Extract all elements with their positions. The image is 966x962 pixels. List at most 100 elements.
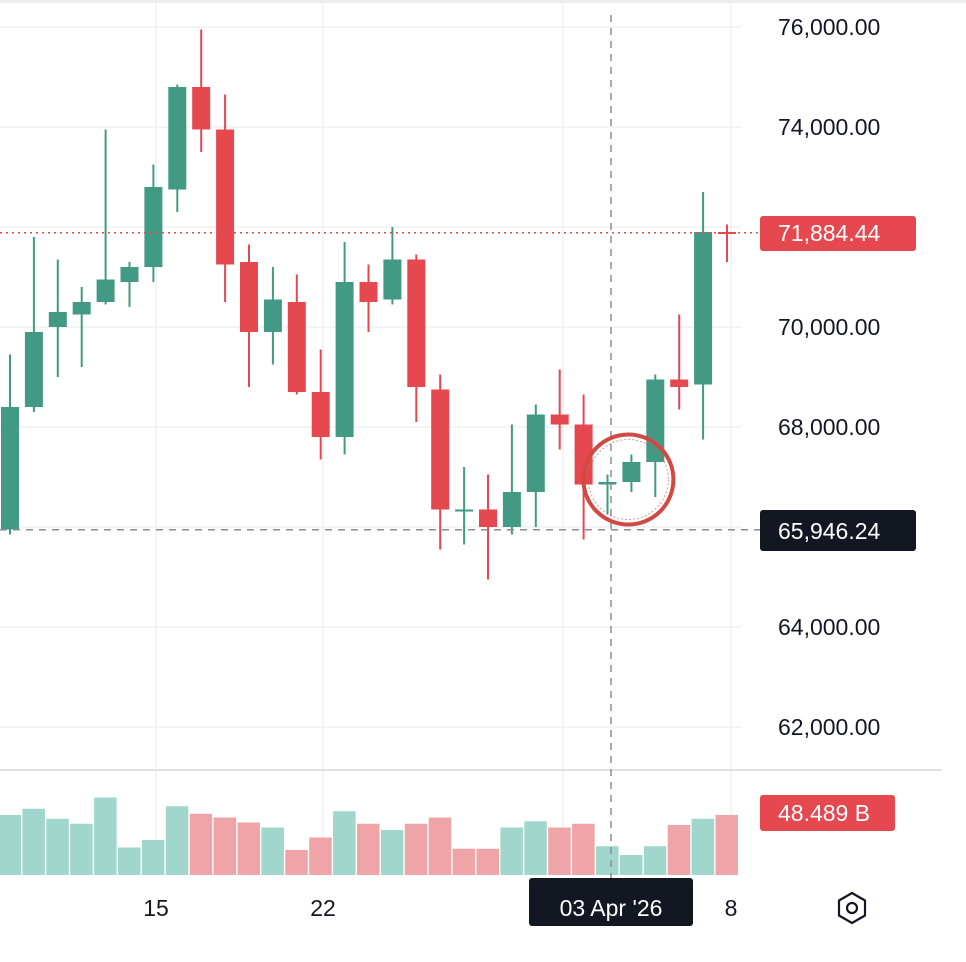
candle	[526, 404, 545, 527]
candle	[407, 254, 426, 422]
candle-body	[670, 379, 689, 387]
time-tick-label: 22	[310, 895, 336, 921]
volume-bar	[404, 823, 428, 875]
candle	[670, 314, 689, 410]
candle-body	[407, 259, 426, 387]
volume-bar	[333, 811, 356, 875]
candle-body	[574, 424, 593, 485]
volume-bar	[596, 846, 619, 875]
volume-bar	[285, 850, 308, 875]
volume-bar	[500, 827, 523, 875]
candle	[646, 374, 665, 497]
overlays	[0, 15, 760, 878]
crosshair-date-badge: 03 Apr '26	[529, 878, 693, 926]
volume-label: 48.489 B	[778, 800, 870, 826]
volume-bar	[357, 823, 380, 875]
crosshair-price-badge: 65,946.24	[760, 510, 916, 551]
candle-body	[287, 302, 306, 392]
volume-bar	[70, 823, 93, 875]
volume-bar	[524, 821, 547, 875]
candle-body	[120, 267, 139, 282]
volume-bar	[643, 846, 667, 875]
candles	[1, 29, 736, 580]
time-tick-label: 8	[725, 895, 738, 921]
candle-body	[240, 262, 258, 332]
volume-badge: 48.489 B	[760, 795, 895, 831]
volume-bar	[380, 830, 404, 875]
volume-bars	[0, 797, 738, 875]
candle-body	[1, 407, 19, 530]
candle-body	[96, 279, 115, 302]
price-tick-label: 64,000.00	[778, 614, 880, 640]
candle-body	[455, 509, 474, 512]
candle-body	[263, 299, 282, 332]
candle	[431, 374, 450, 550]
candle	[455, 467, 474, 545]
candle	[144, 164, 163, 282]
time-axis[interactable]: 15 22 8	[143, 895, 737, 921]
candle-body	[694, 232, 713, 385]
candle-body	[311, 392, 330, 437]
candle	[240, 244, 258, 387]
price-tick-label: 70,000.00	[778, 314, 880, 340]
volume-bar	[572, 823, 595, 875]
candle	[622, 454, 641, 492]
candle-body	[216, 129, 235, 265]
candle	[24, 237, 43, 412]
candle	[383, 227, 402, 305]
candle	[1, 354, 19, 535]
candle-body	[526, 414, 545, 492]
candle	[718, 224, 736, 262]
last-price-badge: 71,884.44	[760, 216, 916, 251]
volume-bar	[476, 848, 499, 875]
price-tick-label: 68,000.00	[778, 414, 880, 440]
candle-body	[383, 259, 402, 300]
gear-icon[interactable]	[837, 891, 867, 925]
volume-bar	[309, 837, 332, 875]
volume-bar	[428, 817, 452, 875]
candle-body	[479, 509, 497, 527]
candle	[694, 192, 713, 440]
crosshair-price-label: 65,946.24	[778, 518, 881, 544]
price-tick-label: 62,000.00	[778, 714, 880, 740]
volume-bar	[22, 808, 45, 875]
annotation-circle	[581, 432, 676, 527]
candle	[120, 262, 139, 307]
candle	[287, 274, 306, 395]
candle-body	[502, 492, 521, 527]
candle-body	[24, 332, 43, 407]
price-tick-label: 76,000.00	[778, 14, 880, 40]
candle	[598, 474, 617, 515]
time-tick-label: 15	[143, 895, 169, 921]
candle	[72, 287, 91, 367]
candle	[192, 29, 211, 152]
candle	[479, 474, 497, 580]
candle-body	[335, 282, 354, 437]
candle	[550, 369, 569, 450]
candle-body	[598, 482, 617, 485]
volume-bar	[237, 822, 260, 875]
candle	[359, 264, 378, 332]
annotation-circle-inner	[587, 439, 669, 520]
top-border	[0, 0, 966, 3]
volume-bar	[619, 855, 643, 875]
candle-body	[144, 187, 163, 267]
volume-bar	[548, 827, 571, 875]
price-tick-label: 74,000.00	[778, 114, 880, 140]
volume-bar	[46, 818, 69, 875]
price-axis[interactable]: 76,000.00 74,000.00 70,000.00 68,000.00 …	[778, 14, 880, 740]
crosshair-date-label: 03 Apr '26	[560, 895, 663, 921]
candle-body	[622, 462, 641, 482]
candle-body	[192, 87, 211, 130]
candle	[311, 349, 330, 460]
candle	[335, 242, 354, 455]
volume-bar	[141, 840, 165, 875]
candle-body	[550, 414, 569, 425]
volume-bar	[94, 797, 117, 875]
candle	[502, 424, 521, 535]
candle-body	[72, 302, 91, 315]
volume-bar	[165, 806, 189, 875]
candle-body	[431, 389, 450, 510]
volume-bar	[189, 813, 213, 875]
candle-body	[359, 282, 378, 302]
